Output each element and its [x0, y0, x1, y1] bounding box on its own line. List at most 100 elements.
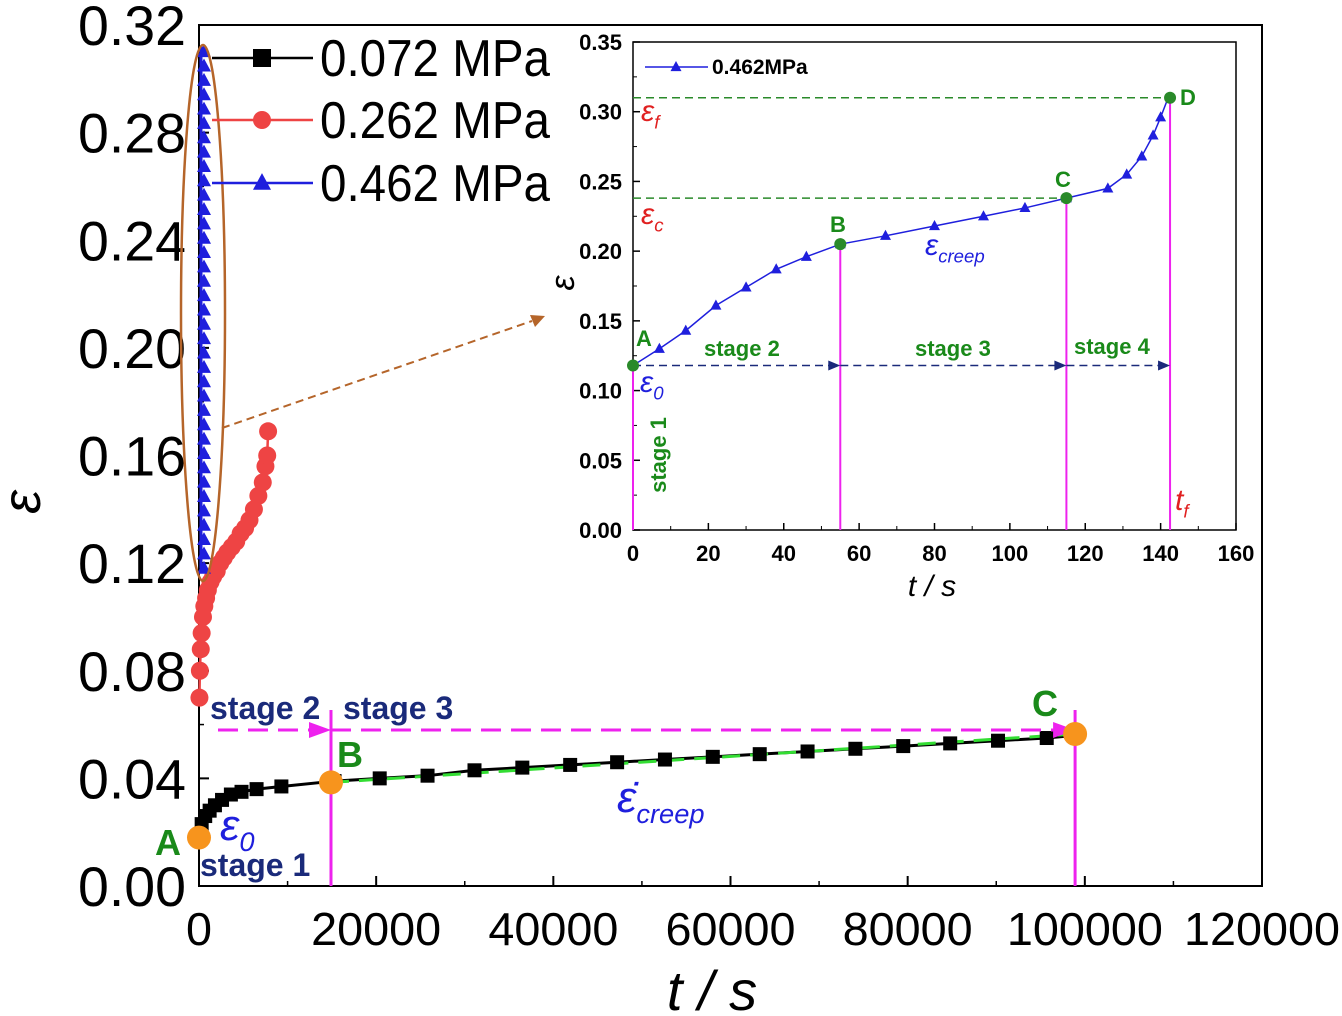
inset-y-axis-label: ε: [544, 274, 582, 290]
series-0262-point: [190, 661, 209, 680]
inset-series-point: [710, 299, 722, 310]
inset-y-tick-label: 0.05: [579, 448, 622, 473]
inset-point-B: [834, 238, 847, 251]
inset-series-point: [880, 229, 892, 240]
inset-y-tick-label: 0.00: [579, 518, 622, 543]
inset-legend-label: 0.462MPa: [712, 56, 808, 79]
series-0262-point: [192, 624, 211, 643]
legend-marker-2: [253, 173, 271, 190]
series-0072-point: [800, 744, 815, 759]
series-0072-point: [467, 763, 482, 778]
inset-x-tick-label: 160: [1218, 541, 1255, 566]
series-0072-point: [372, 771, 387, 786]
series-0072-point: [249, 782, 264, 797]
series-0072-point: [563, 757, 578, 772]
inset-series-point: [740, 281, 752, 292]
inset-eps-c-label-symbol: ε: [641, 198, 655, 231]
inset-point-D: [1164, 91, 1177, 104]
inset-y-tick-label: 0.25: [579, 169, 622, 194]
inset-series-point: [1147, 129, 1159, 140]
main-point-label-A: A: [155, 822, 181, 863]
legend-marker-1: [253, 111, 271, 129]
inset-point-label-A: A: [636, 326, 652, 351]
main-x-tick-label: 40000: [488, 903, 618, 955]
legend-label-1: 0.262 MPa: [320, 92, 550, 150]
main-stage2-arrowhead: [308, 721, 331, 738]
inset-x-tick-label: 60: [847, 541, 871, 566]
inset-creep-label: εcreep: [925, 229, 985, 267]
main-eps0-label-symbol: ε: [220, 801, 240, 850]
inset-point-A: [627, 359, 639, 372]
series-0262-point: [253, 473, 272, 492]
inset-x-tick-label: 0: [627, 541, 639, 566]
main-y-tick-label: 0.08: [78, 640, 186, 703]
series-0072-point: [991, 733, 1006, 748]
inset-x-tick-label: 40: [772, 541, 796, 566]
main-y-tick-label: 0.12: [78, 532, 186, 595]
main-y-tick-label: 0.28: [78, 102, 186, 165]
inset-eps-f-label-subscript: f: [654, 112, 661, 133]
series-0262-point: [191, 640, 210, 659]
inset-y-tick-label: 0.20: [579, 239, 622, 264]
inset-series-point: [1136, 150, 1148, 161]
inset-tf-label: tf: [1175, 484, 1190, 522]
main-x-tick-label: 80000: [843, 903, 973, 955]
inset-series-point: [929, 219, 940, 231]
inset-background: [574, 32, 1254, 610]
inset-x-tick-label: 100: [992, 541, 1029, 566]
highlight-ellipse: [179, 43, 227, 583]
main-creep-label: ε̇creep: [617, 773, 705, 829]
main-y-tick-label: 0.04: [78, 747, 186, 810]
series-0072-point: [896, 739, 911, 754]
inset-x-tick-label: 80: [922, 541, 946, 566]
zoom-arrow-head: [530, 315, 545, 327]
main-x-tick-label: 60000: [666, 903, 796, 955]
series-0262-point: [190, 688, 209, 707]
legend-marker-0: [253, 49, 271, 67]
inset-series-point: [770, 263, 782, 274]
inset-x-tick-label: 120: [1067, 541, 1104, 566]
main-x-tick-label: 20000: [311, 903, 441, 955]
inset-tf-label-symbol: t: [1175, 484, 1185, 517]
inset-eps0-label-symbol: ε: [640, 366, 654, 399]
series-0072-point: [223, 787, 238, 802]
inset-creep-label-subscript: creep: [938, 246, 985, 267]
inset-point-C: [1060, 192, 1073, 205]
series-0262-point: [258, 446, 277, 465]
inset-legend-marker: [670, 60, 682, 72]
legend-label-2: 0.462 MPa: [320, 155, 550, 213]
main-x-axis-label: t / s: [667, 959, 757, 1016]
series-0072-point: [657, 752, 672, 767]
series-0072-point: [234, 784, 249, 799]
inset-series-point: [1121, 168, 1133, 179]
main-y-tick-label: 0.16: [78, 425, 186, 488]
inset-tf-label-subscript: f: [1183, 501, 1190, 522]
main-point-label-B: B: [337, 734, 363, 775]
main-y-tick-label: 0.32: [78, 0, 186, 57]
main-x-tick-label: 120000: [1184, 903, 1340, 955]
inset-series-point: [1019, 201, 1031, 213]
main-point-B: [318, 770, 343, 795]
inset-stage4-label: stage 4: [1074, 334, 1151, 359]
inset-creep-label-symbol: ε: [925, 229, 939, 262]
main-eps0-label: ε0: [220, 801, 255, 857]
series-0072-point: [274, 779, 289, 794]
main-y-tick-label: 0.00: [78, 855, 186, 918]
main-point-label-C: C: [1032, 683, 1058, 724]
inset-series-point: [800, 250, 812, 261]
main-creep-label-symbol: ε̇: [617, 773, 639, 822]
inset-point-label-C: C: [1055, 167, 1071, 192]
series-0072-point: [1039, 731, 1054, 746]
series-0072-point: [610, 755, 625, 770]
inset-eps-c-label: εc: [641, 198, 664, 236]
main-x-tick-label: 100000: [1007, 903, 1163, 955]
inset-eps0-label-subscript: 0: [653, 383, 664, 404]
main-point-A: [187, 825, 211, 850]
inset-x-axis-label: t / s: [908, 570, 956, 603]
inset-eps-f-label-symbol: ε: [641, 95, 655, 128]
main-creep-label-subscript: creep: [636, 798, 704, 829]
inset-series-point: [653, 342, 665, 353]
inset-stage2-label: stage 2: [704, 336, 780, 361]
main-stage1-label: stage 1: [200, 847, 310, 883]
